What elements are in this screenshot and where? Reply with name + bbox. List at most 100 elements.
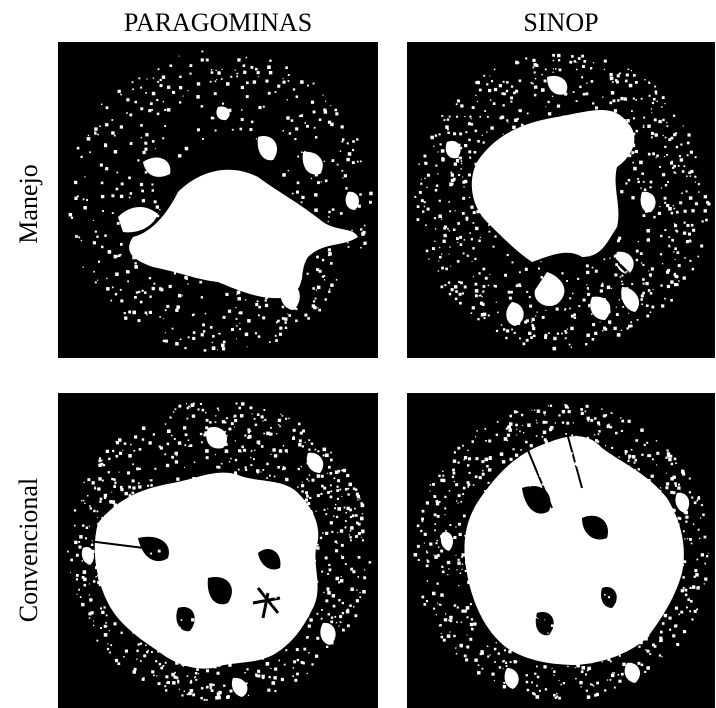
canopy-speckle — [130, 443, 132, 446]
canopy-speckle — [646, 441, 649, 444]
canopy-speckle — [638, 605, 640, 607]
canopy-speckle — [557, 53, 561, 58]
canopy-speckle — [620, 417, 622, 419]
canopy-svg — [407, 42, 715, 358]
canopy-speckle — [673, 207, 676, 210]
canopy-speckle — [585, 343, 588, 346]
canopy-speckle — [193, 676, 196, 679]
canopy-speckle — [171, 434, 173, 437]
canopy-speckle — [151, 189, 154, 192]
canopy-speckle — [504, 273, 507, 277]
canopy-speckle — [291, 634, 294, 637]
canopy-speckle — [618, 679, 622, 683]
canopy-speckle — [302, 592, 305, 595]
canopy-speckle — [166, 304, 170, 308]
canopy-speckle — [439, 604, 442, 606]
canopy-speckle — [360, 503, 365, 508]
canopy-speckle — [256, 71, 260, 75]
canopy-speckle — [296, 658, 300, 662]
canopy-speckle — [209, 421, 212, 424]
canopy-speckle — [520, 314, 524, 318]
canopy-speckle — [672, 166, 675, 169]
canopy-speckle — [314, 173, 318, 177]
canopy-speckle — [640, 579, 644, 583]
canopy-speckle — [628, 83, 633, 88]
canopy-speckle — [647, 487, 650, 490]
canopy-speckle — [301, 151, 303, 153]
canopy-speckle — [517, 283, 521, 287]
canopy-speckle — [624, 498, 626, 501]
canopy-speckle — [465, 534, 468, 536]
canopy-speckle — [515, 284, 519, 288]
canopy-speckle — [515, 423, 518, 427]
canopy-speckle — [456, 237, 459, 240]
canopy-speckle — [525, 674, 528, 677]
canopy-speckle — [140, 86, 143, 89]
canopy-speckle — [331, 159, 335, 162]
canopy-speckle — [359, 591, 361, 594]
canopy-speckle — [112, 521, 115, 524]
canopy-speckle — [416, 544, 420, 548]
canopy-speckle — [269, 474, 271, 477]
canopy-speckle — [566, 280, 568, 282]
canopy-speckle — [651, 505, 653, 508]
canopy-speckle — [195, 678, 198, 681]
canopy-speckle — [138, 290, 141, 293]
canopy-speckle — [316, 285, 321, 290]
canopy-speckle — [78, 588, 80, 591]
canopy-speckle — [222, 102, 225, 105]
canopy-speckle — [191, 313, 195, 317]
canopy-speckle — [171, 327, 174, 330]
canopy-speckle — [331, 530, 334, 533]
canopy-speckle — [515, 60, 519, 65]
canopy-speckle — [444, 507, 447, 510]
canopy-speckle — [465, 606, 470, 610]
canopy-speckle — [619, 260, 624, 265]
canopy-speckle — [458, 532, 462, 536]
canopy-speckle — [601, 282, 604, 285]
canopy-speckle — [352, 140, 355, 143]
canopy-speckle — [189, 64, 193, 67]
canopy-speckle — [703, 583, 705, 585]
canopy-speckle — [488, 612, 491, 615]
canopy-speckle — [707, 202, 711, 206]
canopy-speckle — [666, 270, 670, 274]
canopy-speckle — [451, 147, 454, 150]
canopy-speckle — [481, 651, 484, 655]
row-label-convencional: Convencional — [14, 477, 43, 623]
canopy-speckle — [558, 455, 562, 459]
canopy-speckle — [481, 296, 483, 298]
canopy-speckle — [474, 475, 478, 479]
canopy-speckle — [498, 84, 502, 88]
canopy-speckle — [460, 162, 463, 165]
canopy-speckle — [575, 100, 578, 103]
canopy-speckle — [86, 199, 88, 201]
canopy-speckle — [477, 664, 480, 666]
canopy-speckle — [626, 327, 629, 330]
canopy-speckle — [532, 83, 534, 85]
canopy-speckle — [130, 625, 134, 628]
canopy-speckle — [334, 615, 337, 618]
canopy-speckle — [132, 537, 136, 541]
canopy-speckle — [345, 198, 350, 202]
canopy-speckle — [296, 274, 298, 276]
canopy-speckle — [124, 491, 128, 496]
canopy-speckle — [656, 100, 658, 102]
canopy-speckle — [474, 282, 478, 286]
canopy-speckle — [663, 196, 667, 200]
canopy-speckle — [260, 415, 264, 419]
canopy-speckle — [334, 507, 336, 510]
canopy-speckle — [591, 475, 594, 478]
canopy-speckle — [147, 511, 149, 513]
canopy-speckle — [199, 280, 203, 284]
canopy-speckle — [153, 674, 155, 677]
canopy-speckle — [148, 608, 151, 611]
canopy-speckle — [420, 199, 424, 203]
canopy-speckle — [132, 310, 136, 315]
canopy-speckle — [566, 421, 570, 425]
canopy-speckle — [547, 100, 550, 104]
canopy-speckle — [154, 467, 157, 470]
canopy-speckle — [453, 604, 457, 607]
canopy-speckle — [652, 152, 655, 156]
canopy-speckle — [504, 479, 506, 481]
